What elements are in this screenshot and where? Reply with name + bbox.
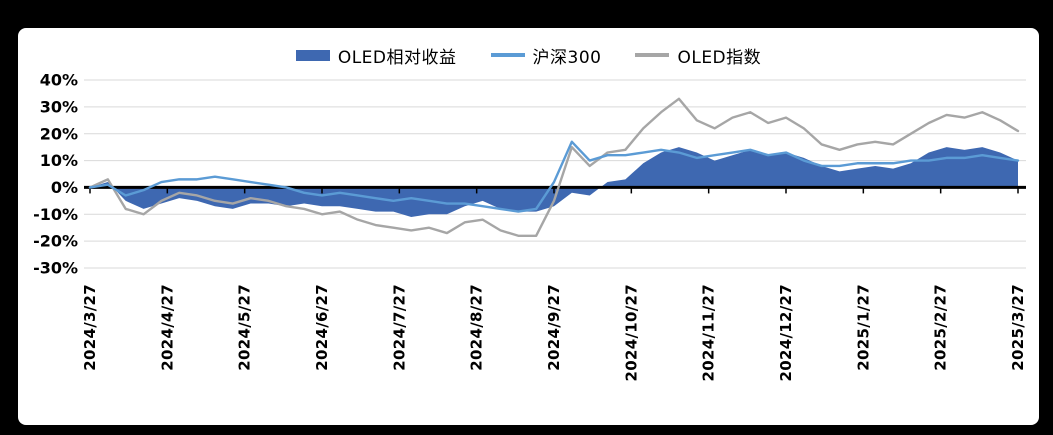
legend-item-oled-relative: OLED相对收益 <box>295 43 457 68</box>
y-axis-label: -30% <box>33 259 78 278</box>
x-axis-label: 2024/6/27 <box>313 284 331 371</box>
x-axis-label: 2024/5/27 <box>236 284 254 371</box>
legend-label-csi300: 沪深300 <box>532 47 602 68</box>
line-swatch-icon <box>490 53 525 57</box>
area-swatch-icon <box>295 49 330 61</box>
x-axis-label: 2024/12/27 <box>777 284 795 381</box>
y-axis-label: -10% <box>33 205 78 224</box>
legend-label-oled-relative: OLED相对收益 <box>337 47 457 68</box>
x-axis-label: 2024/8/27 <box>468 284 486 371</box>
series-line-csi300 <box>88 140 1020 213</box>
x-axis-label: 2024/9/27 <box>545 284 563 371</box>
x-axis-label: 2024/3/27 <box>81 284 99 371</box>
x-axis-label: 2024/10/27 <box>622 284 640 381</box>
x-axis-label: 2024/11/27 <box>700 284 718 381</box>
y-axis-label: 10% <box>40 151 78 170</box>
y-axis-label: 0% <box>51 178 78 197</box>
y-axis-label: 40% <box>40 71 78 90</box>
legend-label-oled-index: OLED指数 <box>677 47 762 68</box>
y-axis-label: -20% <box>33 232 78 251</box>
legend-item-oled-index: OLED指数 <box>635 43 761 68</box>
line-swatch-icon <box>635 53 670 57</box>
x-axis-label: 2024/4/27 <box>158 284 176 371</box>
chart-legend: OLED相对收益 沪深300 OLED指数 <box>18 28 1039 68</box>
x-axis-label: 2025/2/27 <box>932 284 950 371</box>
series-line-oled-index <box>88 97 1020 237</box>
y-axis-label: 20% <box>40 124 78 143</box>
x-axis-label: 2025/1/27 <box>854 284 872 371</box>
series-area-oled-relative <box>90 147 1018 217</box>
legend-item-csi300: 沪深300 <box>490 43 602 68</box>
y-axis-label: 30% <box>40 97 78 116</box>
chart-plot-area: 40% 30% 20% 10% 0% -10% -20% -30%2024/3/27 2024/… <box>33 71 1027 382</box>
x-axis-label: 2025/3/27 <box>1009 284 1027 371</box>
chart-panel: OLED相对收益 沪深300 OLED指数 40% 30% 20% 10% 0% -10%… <box>18 28 1039 425</box>
x-axis-label: 2024/7/27 <box>390 284 408 371</box>
